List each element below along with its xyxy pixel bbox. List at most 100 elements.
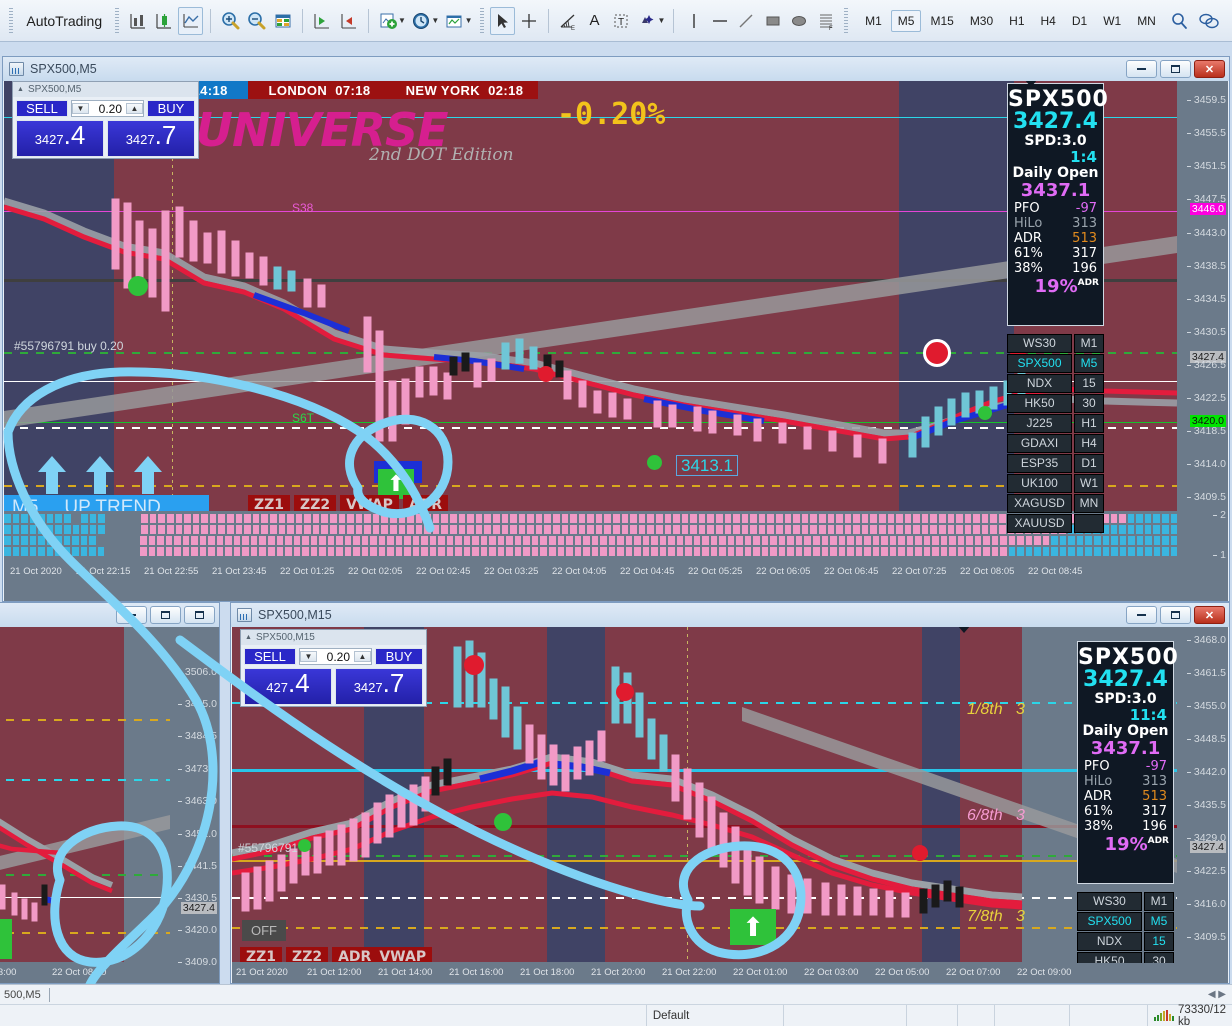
tf-m1[interactable]: M1	[865, 13, 882, 28]
symbol-row[interactable]: ESP35 D1	[1007, 454, 1104, 473]
ask-price[interactable]: 3427.7	[107, 120, 195, 157]
tf-h4[interactable]: H4	[1040, 13, 1056, 28]
chip-adr[interactable]: ADR	[402, 495, 449, 511]
chart-window-title-bar[interactable]: SPX500,M5 ✕	[3, 57, 1229, 81]
time-axis-m5[interactable]: 21 Oct 2020 21 Oct 22:15 21 Oct 22:55 21…	[4, 562, 1177, 582]
restore-button-bl[interactable]	[184, 606, 215, 624]
fibo-icon[interactable]: F	[813, 7, 837, 35]
toolbar-grip[interactable]	[9, 7, 14, 34]
chip-adr-m15[interactable]: ADR	[332, 947, 374, 962]
ask-price-m15[interactable]: 3427.7	[335, 668, 423, 705]
tf-mn[interactable]: MN	[1137, 13, 1156, 28]
status-cell-traffic[interactable]: 73330/12 kb	[1148, 1004, 1232, 1026]
chip-zz1[interactable]: ZZ1	[248, 495, 291, 511]
collapse-icon-m15[interactable]: ▲	[245, 634, 252, 641]
templates-icon[interactable]	[442, 7, 466, 35]
symbol-row-m15[interactable]: SPX500 M5	[1077, 912, 1174, 931]
tf-w1[interactable]: W1	[1103, 13, 1122, 28]
symbol-row[interactable]: GDAXI H4	[1007, 434, 1104, 453]
maximize-button-bl[interactable]	[150, 606, 181, 624]
zoom-out-icon[interactable]	[244, 7, 268, 35]
period-icon[interactable]	[409, 7, 433, 35]
tf-m15[interactable]: M15	[930, 13, 954, 28]
toolbar-grip-2[interactable]	[115, 7, 120, 34]
crosshair-icon[interactable]	[517, 7, 541, 35]
chip-zz2[interactable]: ZZ2	[294, 495, 337, 511]
shapes-icon[interactable]	[635, 7, 659, 35]
chart-tab-label[interactable]: 500,M5	[4, 988, 41, 1001]
symbol-row-m15[interactable]: WS30 M1	[1077, 892, 1174, 911]
off-button-m15[interactable]: OFF	[242, 920, 286, 941]
lot-decrease-button-m15[interactable]: ▼	[300, 651, 317, 662]
chart-window-title-bar-bl[interactable]	[0, 603, 219, 627]
add-indicator-icon[interactable]	[376, 7, 400, 35]
chip-vwap-m15[interactable]: VWAP	[373, 947, 433, 962]
time-axis-m15[interactable]: 21 Oct 2020 21 Oct 12:00 21 Oct 14:00 21…	[232, 963, 1177, 983]
search-icon[interactable]	[1165, 7, 1193, 35]
text-box-icon[interactable]: T	[609, 7, 633, 35]
maximize-button[interactable]	[1160, 60, 1191, 78]
symbol-row[interactable]: NDX 15	[1007, 374, 1104, 393]
symbol-row-m15[interactable]: NDX 15	[1077, 932, 1174, 951]
rectangle-icon[interactable]	[761, 7, 785, 35]
zoom-in-icon[interactable]	[218, 7, 242, 35]
text-label-icon[interactable]: A	[589, 12, 600, 29]
minimize-button[interactable]	[1126, 60, 1157, 78]
bid-price[interactable]: 3427.4	[16, 120, 104, 157]
symbol-row[interactable]: XAUUSD	[1007, 514, 1104, 533]
chat-icon[interactable]	[1195, 7, 1223, 35]
vertical-line-icon[interactable]	[681, 7, 705, 35]
chevron-down-icon-2[interactable]: ▼	[431, 16, 440, 25]
lot-increase-button[interactable]: ▲	[126, 103, 143, 114]
maximize-button-m15[interactable]	[1160, 606, 1191, 624]
status-cell-profile[interactable]: Default	[647, 1005, 785, 1026]
lot-increase-button-m15[interactable]: ▲	[354, 651, 371, 662]
symbol-row[interactable]: J225 H1	[1007, 414, 1104, 433]
line-chart-icon[interactable]	[178, 6, 203, 35]
tf-h1[interactable]: H1	[1009, 13, 1025, 28]
price-axis-m5[interactable]: 3459.5 3455.5 3451.5 3447.5 3446.0 3443.…	[1177, 81, 1228, 601]
sell-button-m15[interactable]: SELL	[244, 648, 296, 665]
chart-collapse-caret-icon-m15[interactable]	[957, 627, 971, 633]
lot-size-input-m15[interactable]: ▼ 0.20 ▲	[299, 648, 372, 665]
chevron-down-icon-4[interactable]: ▼	[657, 16, 666, 25]
trend-line-icon[interactable]	[734, 7, 758, 35]
symbol-row[interactable]: WS30 M1	[1007, 334, 1104, 353]
toolbar-grip-4[interactable]	[843, 7, 849, 34]
tab-scroll-arrows[interactable]: ◀ ▶	[1207, 989, 1226, 1000]
tf-m5[interactable]: M5	[890, 9, 922, 32]
bar-chart-icon[interactable]	[125, 7, 149, 35]
chart-canvas-bl[interactable]: ⬆ 3506.0 3495.0 3484.5 3473.5 3463.0 345…	[0, 627, 219, 983]
sell-button[interactable]: SELL	[16, 100, 68, 117]
chip-zz1-m15[interactable]: ZZ1	[240, 947, 283, 962]
chevron-down-icon-3[interactable]: ▼	[464, 16, 473, 25]
data-window-icon[interactable]	[271, 7, 295, 35]
symbol-row[interactable]: SPX500 M5	[1007, 354, 1104, 373]
buy-button-m15[interactable]: BUY	[375, 648, 423, 665]
chip-zz2-m15[interactable]: ZZ2	[286, 947, 329, 962]
autotrading-button[interactable]: AutoTrading	[26, 12, 103, 29]
time-axis-bl[interactable]: 21 Oct 15:00 21 Oct 23:00 22 Oct 08:00	[0, 963, 170, 983]
buy-button[interactable]: BUY	[147, 100, 195, 117]
minimize-button-m15[interactable]	[1126, 606, 1157, 624]
trendline-by-angle-icon[interactable]: E	[556, 7, 580, 35]
cursor-icon[interactable]	[489, 6, 515, 35]
tf-d1[interactable]: D1	[1071, 13, 1088, 28]
chip-vwap[interactable]: VWAP	[340, 495, 399, 511]
chart-canvas-m15[interactable]: #55796791 ⬆ 1/8th 3 6/8th 3 7/8th 3	[232, 627, 1228, 983]
shift-start-icon[interactable]	[310, 7, 334, 35]
symbol-row[interactable]: HK50 30	[1007, 394, 1104, 413]
chart-collapse-caret-icon[interactable]	[1024, 81, 1038, 87]
close-button[interactable]: ✕	[1194, 60, 1225, 78]
tf-m30[interactable]: M30	[969, 13, 994, 28]
chart-canvas-m5[interactable]: S38 S6T #55796791 buy 0.20 3413.1	[4, 81, 1228, 601]
shift-end-icon[interactable]	[336, 7, 360, 35]
symbol-row[interactable]: XAGUSD MN	[1007, 494, 1104, 513]
lot-decrease-button[interactable]: ▼	[72, 103, 89, 114]
symbol-row[interactable]: UK100 W1	[1007, 474, 1104, 493]
chart-window-title-bar-m15[interactable]: SPX500,M15 ✕	[231, 603, 1229, 627]
horizontal-line-icon[interactable]	[708, 7, 732, 35]
ellipse-icon[interactable]	[787, 7, 811, 35]
candlestick-chart-icon[interactable]	[152, 7, 176, 35]
lot-size-input[interactable]: ▼ 0.20 ▲	[71, 100, 144, 117]
